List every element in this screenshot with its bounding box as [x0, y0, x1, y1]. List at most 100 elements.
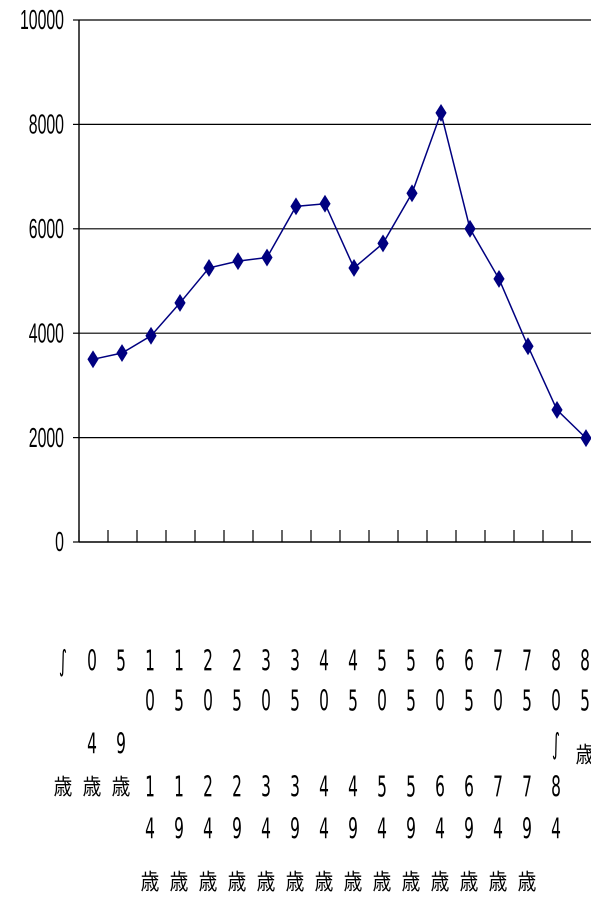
x-tick-glyph: 5 — [406, 646, 416, 678]
x-tick-glyph: 0 — [261, 686, 271, 718]
x-tick-glyph: 6 — [435, 646, 445, 678]
x-tick-glyph: 歳 — [518, 869, 537, 895]
x-tick-glyph: 9 — [522, 814, 532, 846]
x-tick-glyph: 歳 — [286, 869, 305, 895]
x-tick-glyph: 5 — [174, 686, 184, 718]
data-point-marker — [174, 293, 186, 312]
data-point-marker — [435, 103, 447, 122]
x-tick-glyph: 0 — [377, 686, 387, 718]
x-tick-glyph: 歳 — [344, 869, 363, 895]
x-tick-glyph: 8 — [551, 772, 561, 804]
x-tick-glyph: 9 — [464, 814, 474, 846]
data-point-marker — [377, 234, 389, 253]
x-tick-glyph: 1 — [145, 772, 155, 804]
data-point-marker — [551, 400, 563, 419]
x-tick-glyph: 5 — [377, 646, 387, 678]
x-tick-glyph: 歳 — [112, 774, 131, 800]
x-tick-glyph: 2 — [232, 772, 242, 804]
x-tick-label-17: 8 0 ∫ 8 4 — [551, 646, 561, 846]
x-tick-glyph: 2 — [203, 646, 213, 678]
x-tick-label-9: 4 0 4 4 歳 — [315, 646, 334, 895]
x-tick-glyph: 0 — [87, 646, 97, 678]
x-tick-glyph: 7 — [522, 772, 532, 804]
x-tick-glyph: 歳 — [141, 869, 160, 895]
x-tick-glyph: 4 — [203, 814, 213, 846]
x-tick-glyph: 0 — [493, 686, 503, 718]
x-tick-glyph: ∫ — [552, 729, 560, 761]
data-point-marker — [493, 269, 505, 288]
data-point-marker — [232, 252, 244, 271]
x-tick-glyph: 0 — [435, 686, 445, 718]
x-tick-glyph: 6 — [464, 646, 474, 678]
data-point-marker — [348, 259, 360, 277]
x-tick-glyph: 歳 — [315, 869, 334, 895]
y-tick-label-8000: 8000 — [29, 109, 64, 140]
x-tick-glyph: 9 — [348, 814, 358, 846]
data-point-marker — [406, 184, 418, 203]
x-tick-glyph: 3 — [290, 772, 300, 804]
x-tick-label-4: 1 5 1 9 歳 — [170, 646, 189, 895]
y-tick-labels: 0 2000 4000 6000 8000 10000 — [20, 5, 64, 558]
y-tick-label-0: 0 — [55, 527, 64, 558]
data-point-marker — [87, 350, 99, 369]
data-point-marker — [580, 429, 591, 448]
x-tick-glyph: 1 — [174, 772, 184, 804]
x-tick-glyph: 5 — [232, 686, 242, 718]
data-point-marker — [522, 337, 534, 356]
x-tick-glyph: 6 — [435, 772, 445, 804]
x-tick-label-6: 2 5 2 9 歳 — [228, 646, 247, 895]
x-tick-glyph: 歳 — [576, 742, 591, 768]
x-tick-glyph: 9 — [232, 814, 242, 846]
x-tick-glyph: 歳 — [199, 869, 218, 895]
data-point-marker — [464, 219, 476, 238]
x-tick-glyph: 歳 — [431, 869, 450, 895]
x-tick-glyph: ∫ — [59, 646, 67, 678]
x-tick-glyph: 7 — [522, 646, 532, 678]
x-tick-labels: ∫歳04歳59歳1014歳1519歳2024歳2529歳3034歳3539歳40… — [54, 646, 591, 895]
x-tick-label-2: 5 9 歳 — [112, 646, 131, 800]
x-tick-glyph: 歳 — [54, 774, 73, 800]
x-tick-label-0: ∫歳 — [54, 646, 73, 800]
x-tick-glyph: 5 — [406, 686, 416, 718]
axes — [73, 19, 591, 543]
x-tick-glyph: 歳 — [373, 869, 392, 895]
x-tick-glyph: 4 — [319, 772, 329, 804]
x-tick-glyph: 5 — [580, 686, 590, 718]
x-tick-glyph: 0 — [145, 686, 155, 718]
series-line-0 — [92, 110, 587, 439]
x-tick-glyph: 8 — [551, 646, 561, 678]
x-tick-glyph: 0 — [203, 686, 213, 718]
x-tick-glyph: 歳 — [83, 774, 102, 800]
data-point-marker — [203, 259, 215, 277]
x-tick-glyph: 0 — [319, 686, 329, 718]
x-tick-glyph: 4 — [551, 814, 561, 846]
y-tick-label-10000: 10000 — [20, 5, 64, 36]
x-tick-glyph: 5 — [348, 686, 358, 718]
x-tick-glyph: 7 — [493, 646, 503, 678]
x-tick-label-7: 3 0 3 4 歳 — [257, 646, 276, 895]
x-tick-glyph: 4 — [348, 646, 358, 678]
x-tick-glyph: 4 — [261, 814, 271, 846]
x-tick-glyph: 5 — [116, 646, 126, 678]
x-tick-glyph: 3 — [290, 646, 300, 678]
y-tick-label-2000: 2000 — [29, 422, 64, 453]
x-tick-glyph: 7 — [493, 772, 503, 804]
x-tick-glyph: 歳 — [257, 869, 276, 895]
x-tick-glyph: 4 — [87, 729, 97, 761]
x-tick-label-15: 7 0 7 4 歳 — [489, 646, 508, 895]
data-point-marker — [145, 326, 157, 345]
series-group — [87, 103, 591, 448]
x-tick-label-10: 4 5 4 9 歳 — [344, 646, 363, 895]
x-tick-glyph: 歳 — [170, 869, 189, 895]
x-tick-glyph: 歳 — [228, 869, 247, 895]
x-tick-glyph: 5 — [522, 686, 532, 718]
x-tick-glyph: 5 — [290, 686, 300, 718]
x-tick-label-16: 7 5 7 9 歳 — [518, 646, 537, 895]
x-tick-glyph: 歳 — [460, 869, 479, 895]
x-tick-glyph: 6 — [464, 772, 474, 804]
x-tick-label-13: 6 0 6 4 歳 — [431, 646, 450, 895]
x-tick-glyph: 4 — [435, 814, 445, 846]
data-point-marker — [261, 248, 273, 267]
x-tick-glyph: 2 — [203, 772, 213, 804]
